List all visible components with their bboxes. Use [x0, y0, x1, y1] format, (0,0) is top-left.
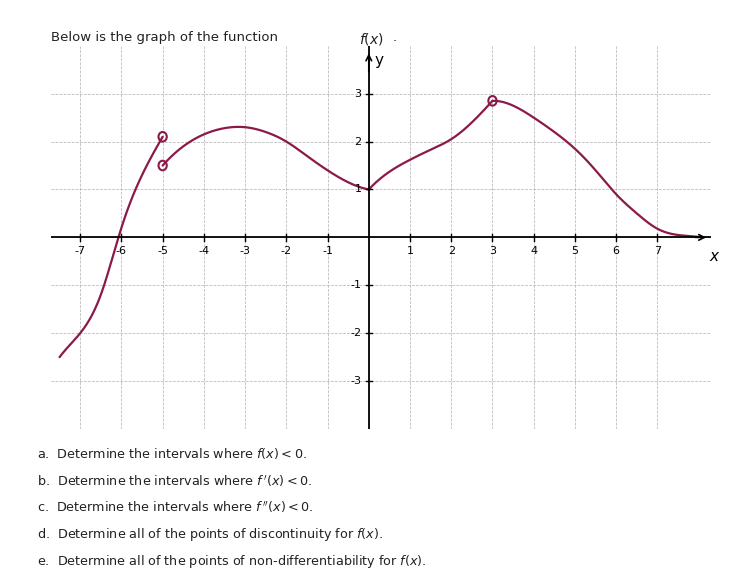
Text: -2: -2 [281, 246, 292, 256]
Text: 6: 6 [613, 246, 619, 256]
Text: -4: -4 [199, 246, 210, 256]
Text: 3: 3 [489, 246, 496, 256]
Text: 2: 2 [354, 137, 361, 146]
Text: -3: -3 [240, 246, 251, 256]
Text: Below is the graph of the function: Below is the graph of the function [51, 31, 282, 45]
Text: 3: 3 [354, 89, 361, 98]
Text: -3: -3 [350, 376, 361, 386]
Text: x: x [709, 249, 718, 264]
Text: -1: -1 [322, 246, 333, 256]
Text: -1: -1 [350, 280, 361, 290]
Text: -5: -5 [157, 246, 168, 256]
Text: -2: -2 [350, 328, 361, 338]
Text: -6: -6 [116, 246, 127, 256]
Text: -7: -7 [75, 246, 86, 256]
Text: 7: 7 [654, 246, 661, 256]
Text: d.  Determine all of the points of discontinuity for $f(x)$.: d. Determine all of the points of discon… [37, 526, 383, 543]
Text: y: y [375, 53, 384, 68]
Text: .: . [392, 31, 397, 45]
Text: 4: 4 [530, 246, 537, 256]
Text: 2: 2 [448, 246, 454, 256]
Text: 5: 5 [572, 246, 578, 256]
Text: a.  Determine the intervals where $f(x)<0$.: a. Determine the intervals where $f(x)<0… [37, 446, 306, 461]
Text: 1: 1 [407, 246, 413, 256]
Text: $f(x)$: $f(x)$ [359, 31, 384, 47]
Text: 1: 1 [354, 185, 361, 194]
Text: e.  Determine all of the points of non-differentiability for $f(x)$.: e. Determine all of the points of non-di… [37, 553, 427, 570]
Text: b.  Determine the intervals where $f\,'(x)<0$.: b. Determine the intervals where $f\,'(x… [37, 474, 312, 489]
Text: c.  Determine the intervals where $f\,''(x)<0$.: c. Determine the intervals where $f\,''(… [37, 500, 313, 515]
